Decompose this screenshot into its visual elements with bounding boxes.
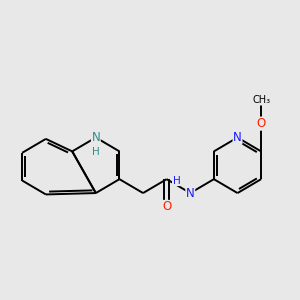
Text: N: N (233, 131, 242, 144)
Text: O: O (256, 117, 266, 130)
Text: N: N (92, 131, 100, 144)
Text: H: H (172, 176, 180, 186)
Text: O: O (162, 200, 171, 213)
Text: H: H (92, 147, 100, 157)
Text: CH₃: CH₃ (252, 95, 270, 105)
Text: N: N (186, 187, 195, 200)
